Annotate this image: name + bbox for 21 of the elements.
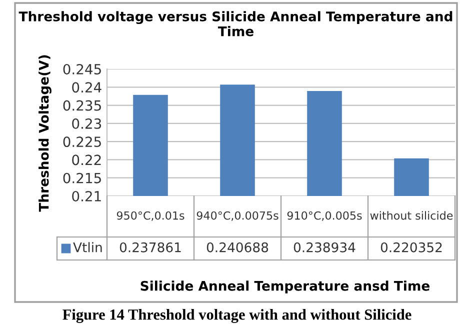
y-axis-title: Threshold Voltage(V) [38,55,52,212]
legend-label: Vtlin [73,242,102,252]
x-tick-label: 950°C,0.01s [116,211,184,221]
x-tick-label: 940°C,0.0075s [196,211,278,221]
y-tick-label: 0.245 [63,64,101,74]
data-label: 0.220352 [380,242,442,252]
y-tick-label: 0.215 [63,172,101,184]
x-tick-label: without silicide [370,211,453,220]
data-label: 0.238934 [294,242,356,252]
y-tick-label: 0.23 [72,118,102,129]
data-label: 0.240688 [206,242,268,252]
y-tick-label: 0.225 [63,136,101,148]
caption: Figure 14 Threshold voltage with and without Silicide [62,309,412,323]
x-tick-label: 910°C,0.005s [287,211,362,221]
y-tick-label: 0.235 [63,100,101,111]
y-tick-label: 0.22 [72,154,101,166]
y-tick-label: 0.21 [72,190,101,202]
data-label: 0.237861 [120,242,181,252]
x-axis-title: Silicide Anneal Temperature ansd Time [140,280,430,294]
y-tick-label: 0.24 [72,82,102,93]
chart-title: Threshold voltage versus Silicide Anneal Temperature and Time [18,11,452,36]
